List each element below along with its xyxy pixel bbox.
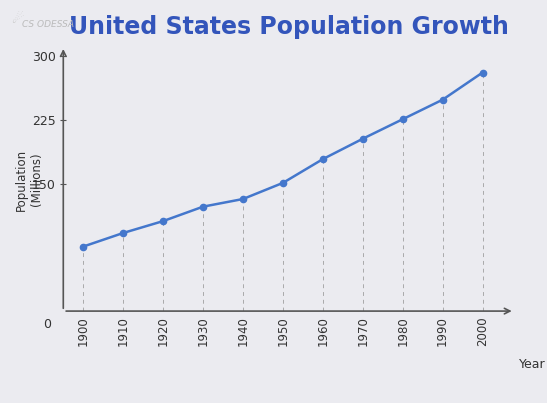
- X-axis label: Year: Year: [519, 358, 546, 372]
- Text: CS ODESSA: CS ODESSA: [22, 20, 74, 29]
- Y-axis label: Population
(Millions): Population (Millions): [15, 148, 43, 210]
- Title: United States Population Growth: United States Population Growth: [69, 15, 509, 39]
- Text: ☄: ☄: [11, 12, 24, 26]
- Text: 0: 0: [43, 318, 51, 331]
